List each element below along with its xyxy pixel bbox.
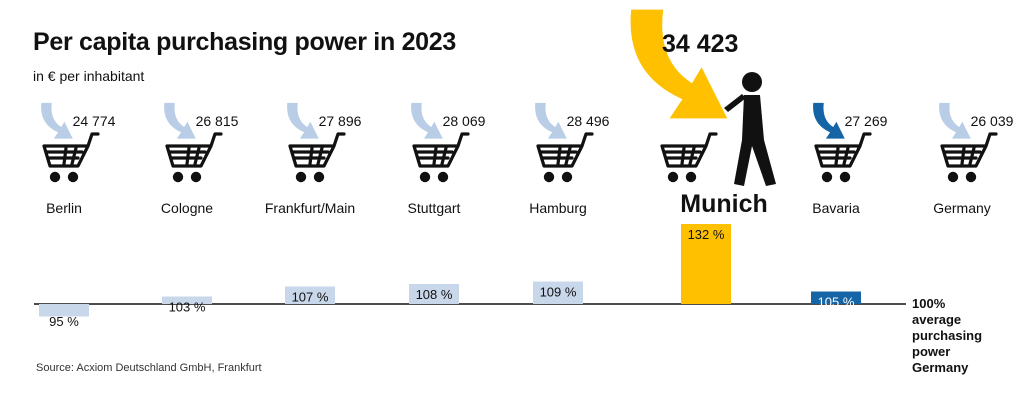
walking-person-icon [724, 72, 776, 186]
curved-arrow-icon [41, 102, 73, 139]
purchasing-power-value: 28 069 [443, 113, 486, 129]
baseline-label: 100% average purchasing power Germany [912, 296, 983, 375]
bar-frankfurt-main [285, 286, 335, 304]
curved-arrow-icon [630, 9, 728, 119]
bar-value-label: 132 % [688, 227, 725, 242]
purchasing-power-value: 26 039 [971, 113, 1014, 129]
shopping-cart-icon [814, 132, 872, 183]
bar-value-label: 105 % [818, 295, 855, 310]
curved-arrow-icon [164, 102, 196, 139]
curved-arrow-icon [535, 102, 567, 139]
category-label-berlin: Berlin [46, 200, 82, 216]
chart-title: Per capita purchasing power in 2023 [33, 28, 456, 56]
category-label-cologne: Cologne [161, 200, 213, 216]
shopping-cart-icon [42, 132, 100, 183]
bar-cologne [162, 296, 212, 304]
purchasing-power-value: 27 896 [319, 113, 362, 129]
source-note: Source: Acxiom Deutschland GmbH, Frankfu… [36, 362, 262, 374]
purchasing-power-value: 26 815 [196, 113, 239, 129]
bar-value-label: 108 % [416, 287, 453, 302]
bar-value-label: 103 % [169, 300, 206, 315]
bar-hamburg [533, 281, 583, 304]
curved-arrow-icon [287, 102, 319, 139]
bar-berlin [39, 304, 89, 317]
category-label-frankfurt-main: Frankfurt/Main [265, 200, 355, 216]
shopping-cart-icon [165, 132, 223, 183]
purchasing-power-value: 34 423 [662, 30, 738, 58]
category-label-stuttgart: Stuttgart [408, 200, 461, 216]
shopping-cart-icon [412, 132, 470, 183]
bar-value-label: 95 % [49, 314, 79, 329]
category-label-hamburg: Hamburg [529, 200, 587, 216]
curved-arrow-icon [939, 102, 971, 139]
category-label-bavaria: Bavaria [812, 200, 860, 216]
purchasing-power-value: 24 774 [73, 113, 116, 129]
bar-bavaria [811, 291, 861, 304]
bar-value-label: 109 % [540, 285, 577, 300]
curved-arrow-icon [411, 102, 443, 139]
shopping-cart-icon [660, 132, 718, 183]
category-label-munich: Munich [680, 190, 768, 218]
shopping-cart-icon [940, 132, 998, 183]
shopping-cart-icon [288, 132, 346, 183]
category-label-germany: Germany [933, 200, 991, 216]
purchasing-power-value: 28 496 [567, 113, 610, 129]
bar-munich [681, 224, 731, 304]
bar-value-label: 107 % [292, 290, 329, 305]
curved-arrow-icon [813, 102, 845, 139]
bar-stuttgart [409, 284, 459, 304]
shopping-cart-icon [536, 132, 594, 183]
purchasing-power-value: 27 269 [845, 113, 888, 129]
chart-subtitle: in € per inhabitant [33, 68, 145, 84]
